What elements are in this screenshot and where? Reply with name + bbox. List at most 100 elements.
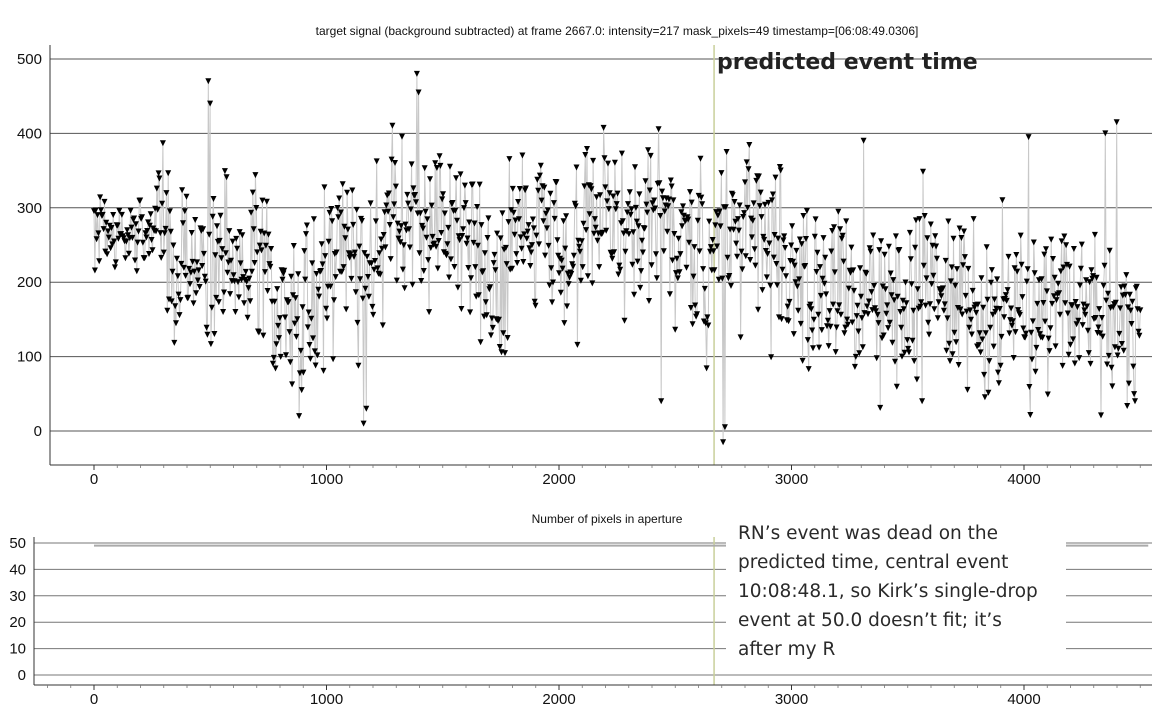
- data-point: [811, 233, 818, 240]
- data-point: [858, 315, 865, 322]
- data-point: [774, 282, 781, 289]
- data-point: [918, 299, 925, 306]
- data-point: [1034, 300, 1041, 307]
- data-point: [469, 181, 476, 188]
- data-point: [521, 231, 528, 238]
- data-point: [930, 272, 937, 279]
- data-point: [470, 239, 477, 246]
- data-point: [1026, 384, 1033, 390]
- data-point: [1085, 350, 1092, 357]
- data-point: [1115, 345, 1122, 352]
- top-x-tick-labels: 0 1000 2000 3000 4000: [90, 465, 1141, 488]
- data-point: [813, 269, 820, 275]
- data-point: [655, 126, 662, 133]
- data-point: [848, 244, 855, 251]
- data-point: [844, 316, 851, 323]
- data-point: [866, 245, 873, 252]
- data-point: [270, 354, 277, 361]
- data-point: [125, 250, 132, 257]
- data-point: [584, 146, 590, 152]
- data-point: [204, 331, 211, 338]
- data-point: [995, 369, 1001, 376]
- data-point: [1077, 282, 1083, 289]
- data-point: [920, 262, 927, 269]
- data-point: [683, 264, 690, 271]
- data-point: [643, 201, 650, 208]
- data-point: [445, 224, 452, 231]
- data-point: [365, 293, 372, 300]
- data-point: [642, 178, 649, 185]
- data-point: [263, 198, 270, 205]
- data-point: [382, 244, 389, 251]
- data-point: [912, 244, 919, 251]
- data-point: [667, 177, 674, 184]
- data-point: [502, 244, 509, 251]
- data-point: [880, 332, 887, 339]
- data-point: [387, 256, 394, 263]
- data-point: [254, 249, 261, 256]
- data-point: [837, 226, 844, 233]
- data-point: [913, 217, 919, 224]
- data-point: [91, 267, 98, 274]
- data-point: [236, 229, 243, 236]
- data-point: [1077, 265, 1084, 272]
- data-point: [849, 319, 856, 326]
- data-point: [371, 266, 378, 273]
- data-point: [1024, 266, 1031, 273]
- bottom-x-tick-label: 1000: [310, 691, 343, 708]
- data-point: [1072, 299, 1079, 305]
- data-point: [769, 197, 775, 204]
- data-point: [517, 234, 524, 241]
- data-point: [502, 350, 508, 357]
- data-point: [1090, 273, 1097, 280]
- data-point: [560, 218, 567, 225]
- data-point: [249, 189, 256, 196]
- data-point: [545, 242, 552, 249]
- data-point: [215, 299, 222, 306]
- data-point: [776, 314, 782, 321]
- data-point: [968, 316, 974, 323]
- data-point: [360, 420, 367, 427]
- data-point: [578, 238, 585, 245]
- data-point: [724, 254, 731, 261]
- data-point: [1033, 344, 1040, 351]
- data-point: [267, 263, 274, 270]
- data-point: [397, 239, 404, 246]
- data-point: [402, 221, 409, 228]
- data-point: [234, 245, 241, 252]
- data-point: [503, 261, 510, 268]
- data-point: [740, 214, 747, 220]
- data-point: [884, 302, 891, 309]
- data-point: [500, 330, 507, 337]
- data-point: [617, 266, 624, 273]
- data-point: [673, 255, 680, 262]
- data-point: [925, 319, 932, 326]
- data-point: [688, 199, 695, 206]
- data-point: [1062, 300, 1069, 307]
- data-point: [841, 330, 848, 337]
- data-point: [290, 243, 297, 249]
- data-point: [706, 218, 713, 225]
- data-point: [989, 311, 996, 318]
- data-point: [1020, 325, 1027, 332]
- data-point: [692, 302, 699, 309]
- data-point: [275, 322, 282, 329]
- data-point: [817, 264, 823, 271]
- data-point: [674, 275, 681, 282]
- data-point: [549, 299, 556, 306]
- data-point: [1135, 328, 1142, 335]
- data-point: [1012, 329, 1019, 336]
- data-point: [951, 329, 958, 336]
- data-point: [788, 242, 795, 249]
- data-point: [713, 209, 720, 216]
- data-point: [192, 217, 199, 223]
- data-point: [593, 194, 600, 201]
- data-point: [1114, 352, 1121, 359]
- data-point: [177, 297, 184, 304]
- data-point: [380, 232, 387, 238]
- data-point: [1023, 278, 1030, 285]
- data-point: [809, 327, 816, 334]
- data-point: [581, 183, 588, 190]
- data-point: [730, 226, 737, 233]
- data-point: [97, 194, 104, 201]
